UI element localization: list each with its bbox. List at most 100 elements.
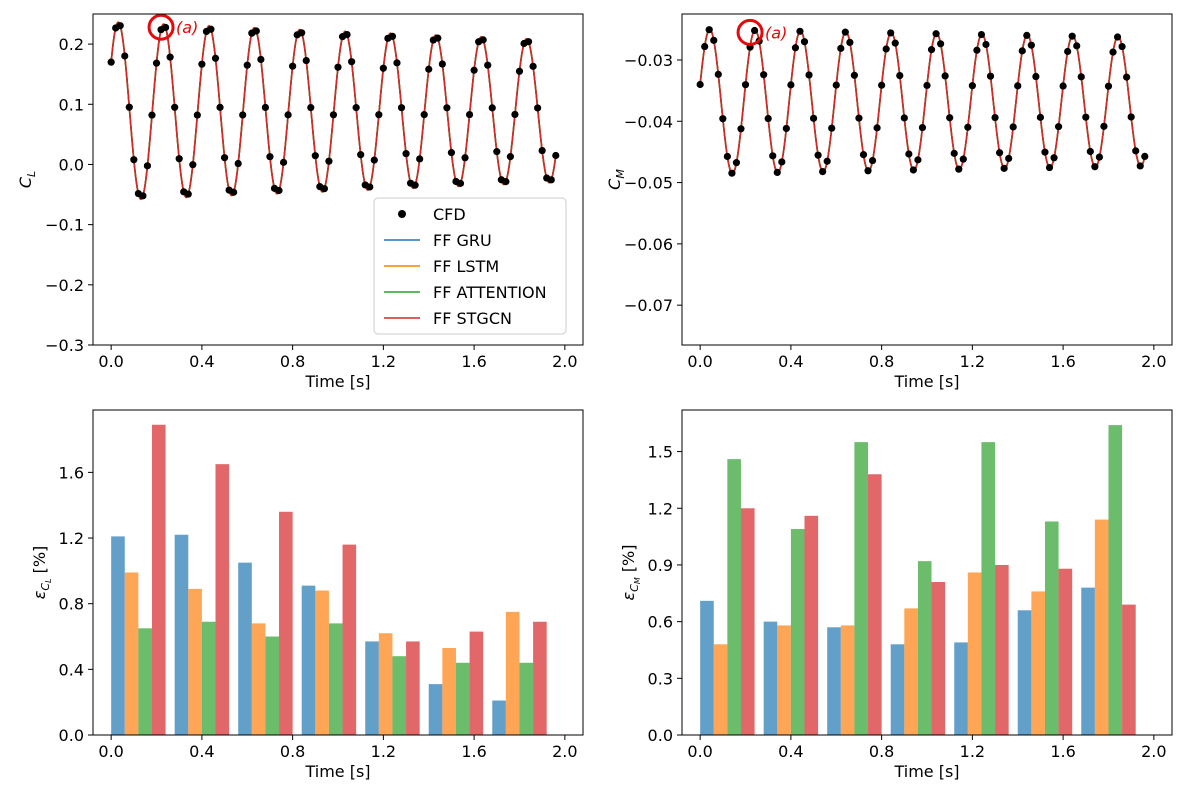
cfd-point [955, 165, 963, 173]
cfd-point [732, 159, 741, 167]
cfd-point [547, 176, 555, 184]
cfd-point [488, 104, 496, 112]
cfd-point [932, 30, 940, 38]
panel-moment-coefficient: (a) 0.0 0.4 0.8 1.2 1.6 2.0 −0.07 −0.06 −0.05 −0.0… [605, 13, 1173, 391]
bar-ff-attention [1108, 425, 1123, 735]
bar-ff-lstm [124, 572, 139, 735]
cfd-point [1141, 152, 1149, 160]
legend-label: FF LSTM [433, 257, 499, 276]
x-axis-label: Time [s] [304, 372, 370, 391]
x-tick-label: 0.8 [869, 352, 894, 371]
cfd-point [515, 67, 524, 75]
cfd-point [1127, 113, 1135, 121]
panel-moment-error-bars: 0.0 0.4 0.8 1.2 1.6 2.0 0.0 0.3 0.6 0.9 1.2 1.5 Time… [619, 409, 1173, 781]
bar-ff-stgcn [1122, 604, 1136, 735]
cfd-point [986, 72, 995, 80]
cfd-point [937, 40, 945, 48]
x-axis-label: Time [s] [893, 372, 959, 391]
x-tick-label: 0.0 [687, 742, 712, 761]
cfd-point [302, 56, 310, 65]
cfd-point [909, 166, 917, 174]
cfd-point [220, 154, 229, 162]
legend-label: CFD [433, 205, 466, 224]
cfd-point [529, 62, 537, 70]
x-axis-label: Time [s] [893, 762, 959, 781]
cfd-point [905, 150, 913, 158]
x-tick-label: 1.2 [960, 352, 985, 371]
cfd-point [900, 114, 908, 122]
cfd-point [152, 59, 161, 67]
cfd-point [1014, 82, 1022, 90]
cfd-point [370, 156, 378, 164]
cfd-point [143, 162, 152, 170]
y-axis-label-sub: L [25, 171, 38, 177]
cfd-point [1009, 123, 1017, 131]
cfd-point [1073, 42, 1081, 50]
y-tick-label: 0.2 [59, 35, 84, 54]
cfd-point [1095, 153, 1104, 161]
cfd-point [850, 71, 859, 79]
cfd-point [868, 156, 877, 165]
cfd-point [343, 30, 351, 39]
cfd-point [1036, 113, 1045, 121]
x-tick-label: 1.6 [461, 352, 486, 371]
bar-ff-gru [700, 600, 714, 735]
cfd-point [502, 178, 510, 186]
cfd-point [1077, 73, 1085, 81]
bar-ff-attention [981, 442, 996, 735]
cfd-point [552, 151, 560, 160]
y-tick-label: 0.4 [59, 660, 84, 679]
cfd-point [189, 161, 197, 169]
cfd-point [973, 46, 981, 54]
cfd-point [121, 52, 129, 60]
y-tick-label: 1.6 [59, 463, 84, 482]
y-tick-label: 1.5 [648, 443, 673, 462]
bar-ff-lstm [505, 611, 520, 735]
cfd-point [714, 70, 722, 78]
cfd-point [261, 103, 270, 112]
cfd-point [325, 157, 333, 165]
cfd-point [878, 81, 886, 89]
bar-ff-stgcn [533, 621, 547, 735]
cfd-point [696, 80, 704, 89]
cfd-point [279, 158, 288, 166]
cfd-point [125, 103, 133, 111]
cfd-point [166, 53, 174, 61]
x-tick-label: 0.4 [189, 352, 214, 371]
cfd-point [443, 104, 451, 112]
bar-ff-attention [519, 662, 534, 735]
y-tick-label: 1.2 [648, 499, 673, 518]
y-tick-label: 0.0 [59, 726, 84, 745]
cfd-point [828, 124, 836, 132]
cfd-point [193, 111, 201, 119]
cfd-point [896, 71, 904, 80]
axes-frame [681, 13, 1173, 346]
y-tick-label: −0.07 [624, 296, 673, 315]
cfd-point [456, 179, 465, 187]
cfd-point [1123, 73, 1131, 81]
y-tick-label: 0.0 [59, 155, 84, 174]
bar-ff-lstm [904, 608, 918, 735]
cfd-point [991, 113, 999, 122]
bar-ff-gru [365, 641, 379, 735]
cfd-point [320, 185, 328, 193]
cfd-point [447, 149, 456, 157]
bar-ff-gru [890, 644, 905, 735]
cfd-point [397, 104, 406, 112]
annotation-circle [147, 13, 175, 41]
cfd-point [773, 168, 781, 176]
y-axis-label: CL [16, 171, 38, 188]
cfd-point [787, 81, 795, 89]
legend-cfd-marker [398, 210, 406, 218]
cfd-point [1050, 154, 1058, 162]
y-tick-label: 0.6 [648, 613, 673, 632]
cfd-point [1023, 31, 1031, 39]
cfd-point [198, 60, 206, 68]
cfd-point [782, 124, 790, 133]
y-tick-label: −0.1 [45, 216, 84, 235]
cfd-point [964, 123, 972, 131]
y-tick-label: −0.2 [45, 276, 84, 295]
cfd-point [1082, 113, 1090, 121]
cfd-point [764, 114, 772, 123]
x-tick-label: 2.0 [552, 352, 577, 371]
